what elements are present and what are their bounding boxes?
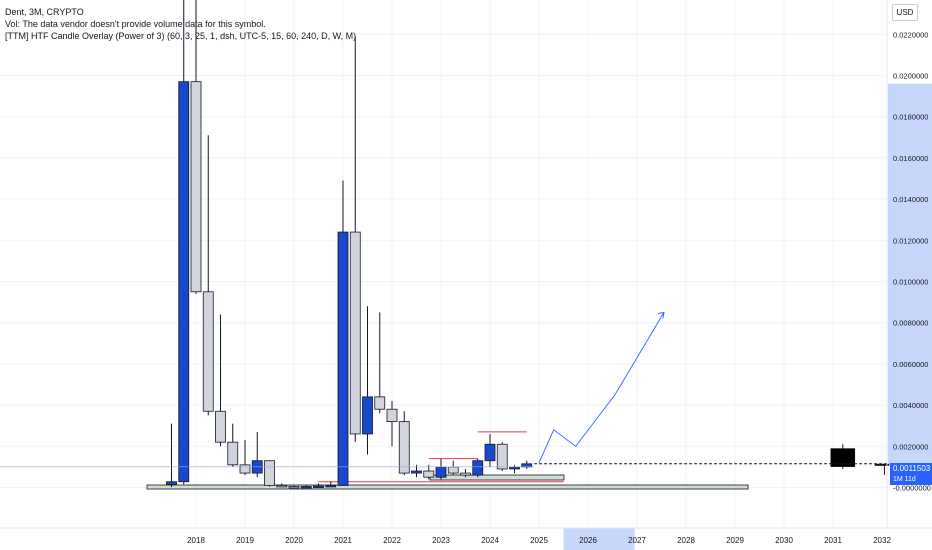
candle-body — [288, 486, 300, 489]
projection-arrow-head — [657, 311, 665, 319]
candle-body — [264, 460, 275, 486]
price-tick-label: 0.0180000 — [893, 113, 928, 122]
candle-body — [509, 466, 520, 470]
time-tick-label: 2029 — [726, 536, 744, 545]
time-tick-label: 2027 — [628, 536, 646, 545]
price-tick-label: 0.0120000 — [893, 236, 928, 245]
htf-candle-overlay — [830, 444, 890, 475]
candle-body — [472, 460, 484, 476]
candle-body — [337, 231, 349, 486]
price-tick-label: 0.0040000 — [893, 401, 928, 410]
overlay-mini-candles — [874, 463, 890, 466]
candles — [166, 0, 533, 489]
candle-body — [411, 470, 422, 474]
candle-body — [313, 485, 324, 488]
candle-body — [276, 485, 288, 488]
consolidation-box — [429, 474, 565, 481]
grid — [0, 0, 887, 528]
price-tick-label: 0.0100000 — [893, 278, 928, 287]
bar-countdown-label: 1M 11d — [890, 475, 932, 485]
time-tick-label: 2025 — [530, 536, 548, 545]
time-axis-highlight — [563, 528, 635, 550]
price-tick-label: -0.0000000 — [893, 484, 931, 493]
horizontal-levels — [318, 431, 564, 483]
current-price-label: 0.0011503 — [890, 463, 932, 475]
candle-body — [227, 441, 239, 466]
overlay-candle-body — [830, 448, 856, 467]
candle-body — [460, 472, 471, 476]
candle-body — [374, 396, 386, 410]
indicator-title[interactable]: [TTM] HTF Candle Overlay (Power of 3) (6… — [5, 31, 357, 41]
candle-body — [166, 481, 177, 485]
price-tick-label: 0.0160000 — [893, 154, 928, 163]
candle-body — [386, 408, 398, 422]
candle-body — [325, 485, 337, 488]
volume-notice: Vol: The data vendor doesn't provide vol… — [5, 19, 266, 29]
candle-body — [349, 231, 361, 435]
time-tick-label: 2022 — [383, 536, 401, 545]
price-axis-highlight — [888, 83, 932, 464]
projection-arrow-path — [538, 312, 665, 463]
candle-body — [496, 443, 508, 470]
time-tick-label: 2026 — [579, 536, 597, 545]
time-axis: 2018 2019 2020 2021 2022 2023 2024 2025 2026 2027… — [0, 527, 932, 545]
price-tick-label: 0.0220000 — [893, 30, 928, 39]
currency-button[interactable]: USD — [892, 4, 918, 21]
time-tick-label: 2019 — [236, 536, 254, 545]
candle-body — [190, 81, 202, 293]
time-tick-label: 2031 — [824, 536, 842, 545]
candle-body — [202, 291, 214, 412]
candle-body — [435, 466, 447, 478]
base-box — [146, 484, 749, 490]
time-tick-label: 2028 — [677, 536, 695, 545]
price-tick-label: 0.0020000 — [893, 442, 928, 451]
candle-body — [484, 443, 496, 462]
candle-body — [423, 470, 435, 478]
time-tick-label: 2030 — [775, 536, 793, 545]
price-tick-label: 0.0140000 — [893, 195, 928, 204]
candle-body — [362, 396, 373, 435]
candle-body — [239, 464, 251, 474]
candle-body — [215, 410, 226, 443]
candle-body — [178, 81, 190, 483]
chart-legend: Dent, 3M, CRYPTO Vol: The data vendor do… — [5, 6, 356, 42]
candle-body — [447, 466, 459, 474]
price-tick-label: 0.0060000 — [893, 360, 928, 369]
candle-body — [300, 486, 312, 489]
time-tick-label: 2023 — [432, 536, 450, 545]
price-tick-label: 0.0080000 — [893, 319, 928, 328]
symbol-title[interactable]: Dent, 3M, CRYPTO — [5, 7, 84, 17]
candle-body — [398, 421, 410, 474]
time-tick-label: 2032 — [873, 536, 891, 545]
time-tick-label: 2020 — [285, 536, 303, 545]
time-tick-label: 2021 — [334, 536, 352, 545]
time-tick-label: 2018 — [187, 536, 205, 545]
time-tick-label: 2024 — [481, 536, 499, 545]
candle-body — [521, 463, 533, 468]
price-tick-label: 0.0200000 — [893, 72, 928, 81]
price-axis: 0.0220000 0.0200000 0.0180000 0.0160000 0.01… — [886, 0, 931, 528]
